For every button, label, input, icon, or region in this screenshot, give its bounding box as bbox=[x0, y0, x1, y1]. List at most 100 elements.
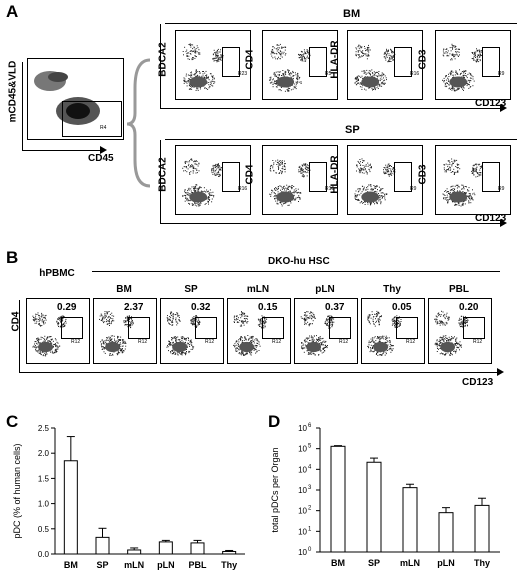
panel-a-bm-plot-2: R16 bbox=[347, 30, 423, 100]
panel-b-plot-0: R12 0.29 bbox=[26, 298, 90, 364]
panel-b-gate-0 bbox=[61, 317, 83, 339]
panel-d-ytick-exp-3: 3 bbox=[308, 485, 312, 491]
panel-b-gate-6 bbox=[463, 317, 485, 339]
panel-b-header-0: hPBMC bbox=[39, 268, 75, 279]
panel-c-ytick-label-1: 0.5 bbox=[38, 525, 50, 534]
panel-d-xtick-label-1: SP bbox=[368, 558, 380, 568]
panel-a-main-xarrow bbox=[100, 146, 107, 154]
panel-a-sp-plot-1: R16 bbox=[262, 145, 338, 215]
panel-a-bm-title-line bbox=[165, 23, 517, 24]
panel-b-pct-4: 0.37 bbox=[325, 302, 345, 313]
panel-c-letter: C bbox=[6, 412, 19, 431]
panel-b-gate-label-5: R12 bbox=[406, 339, 416, 345]
panel-a-bm-ylabel-3: CD3 bbox=[417, 49, 429, 70]
panel-a-sp-gate-label-0: R16 bbox=[238, 186, 248, 192]
panel-a-sp-gate-2 bbox=[394, 162, 412, 192]
panel-a-bm-gate-label-3: R9 bbox=[498, 71, 505, 77]
panel-a-letter: A bbox=[6, 2, 19, 21]
panel-b-plot-1: R12 2.37 bbox=[93, 298, 157, 364]
panel-c-xtick-label-4: PBL bbox=[189, 560, 208, 570]
panel-d-ytick-label-4: 10 bbox=[298, 465, 307, 474]
panel-b-pct-3: 0.15 bbox=[258, 302, 278, 313]
panel-d-bar-3 bbox=[438, 512, 454, 553]
panel-a-bm-plot-0: R23 bbox=[175, 30, 251, 100]
panel-a-bm-ylabel-2: HLA-DR bbox=[329, 40, 341, 79]
panel-a-sp-plot-2: R9 bbox=[347, 145, 423, 215]
panel-b-group-line bbox=[92, 271, 500, 272]
panel-d-bar-0 bbox=[330, 445, 346, 553]
panel-c-ylabel: pDC (% of human cells) bbox=[12, 443, 22, 538]
panel-c-bar-2 bbox=[127, 549, 142, 555]
panel-b-gate-label-4: R12 bbox=[339, 339, 349, 345]
panel-b-pct-2: 0.32 bbox=[191, 302, 211, 313]
panel-b-gate-label-0: R12 bbox=[71, 339, 81, 345]
panel-d-ytick-exp-5: 5 bbox=[308, 444, 312, 450]
panel-d-ytick-label-2: 10 bbox=[298, 507, 307, 516]
panel-c-xtick-label-0: BM bbox=[64, 560, 78, 570]
panel-d-ytick-exp-0: 0 bbox=[308, 547, 312, 553]
panel-a-bm-gate-label-0: R23 bbox=[238, 71, 248, 77]
panel-a-bm-ylabel-1: CD4 bbox=[244, 49, 256, 70]
panel-b-xlabel: CD123 bbox=[462, 377, 494, 388]
panel-a-bm-gate-label-2: R16 bbox=[410, 71, 420, 77]
panel-b-plot-3: R12 0.15 bbox=[227, 298, 291, 364]
panel-c-xtick-label-1: SP bbox=[96, 560, 108, 570]
panel-d-ylabel: total pDCs per Organ bbox=[270, 447, 280, 532]
panel-a-sp-gate-label-2: R9 bbox=[410, 186, 417, 192]
panel-a-main-plot: R4 bbox=[27, 58, 124, 140]
panel-b-gate-2 bbox=[195, 317, 217, 339]
panel-a-main-xlabel: CD45 bbox=[88, 153, 114, 164]
panel-d-bar-4 bbox=[474, 504, 490, 553]
panel-a-bm-xlabel: CD123 bbox=[475, 98, 507, 109]
panel-a-sp-gate-0 bbox=[222, 162, 240, 192]
panel-b-pct-1: 2.37 bbox=[124, 302, 144, 313]
panel-c-bar-4 bbox=[190, 542, 205, 555]
panel-c-bar-1 bbox=[95, 536, 110, 555]
panel-c-ytick-label-2: 1.0 bbox=[38, 500, 50, 509]
panel-a-sp-yaxis bbox=[160, 140, 161, 223]
panel-a-sp-title: SP bbox=[345, 124, 360, 136]
panel-a-brace bbox=[126, 58, 151, 188]
panel-a-sp-xlabel: CD123 bbox=[475, 213, 507, 224]
panel-c-ytick-label-4: 2.0 bbox=[38, 449, 50, 458]
panel-a-bm-gate-0 bbox=[222, 47, 240, 77]
panel-c-bar-3 bbox=[158, 541, 173, 555]
panel-d-xtick-label-0: BM bbox=[331, 558, 345, 568]
panel-a-sp-xaxis bbox=[160, 223, 502, 224]
panel-a-sp-xarrow bbox=[500, 219, 507, 227]
panel-a-sp-ylabel-2: HLA-DR bbox=[329, 155, 341, 194]
panel-b-plot-2: R12 0.32 bbox=[160, 298, 224, 364]
panel-d-xtick-label-2: mLN bbox=[400, 558, 420, 568]
panel-d-xtick-label-3: pLN bbox=[437, 558, 455, 568]
panel-a-sp-gate-label-3: R9 bbox=[498, 186, 505, 192]
panel-a-bm-plot-3: R9 bbox=[435, 30, 511, 100]
panel-b-gate-label-6: R12 bbox=[473, 339, 483, 345]
panel-b-plot-5: R12 0.05 bbox=[361, 298, 425, 364]
panel-c-xtick-label-3: pLN bbox=[157, 560, 175, 570]
panel-b-yaxis bbox=[19, 300, 20, 372]
panel-b-pct-6: 0.20 bbox=[459, 302, 479, 313]
panel-d-ytick-exp-6: 6 bbox=[308, 423, 312, 429]
panel-b-header-2: SP bbox=[184, 284, 198, 295]
panel-b-xarrow bbox=[497, 368, 504, 376]
panel-a-bm-gate-label-1: R5 bbox=[325, 71, 332, 77]
panel-b-pct-0: 0.29 bbox=[57, 302, 77, 313]
panel-b-header-6: PBL bbox=[449, 284, 469, 295]
panel-b-group-label: DKO-hu HSC bbox=[268, 256, 330, 267]
panel-b-gate-1 bbox=[128, 317, 150, 339]
panel-a-bm-gate-1 bbox=[309, 47, 327, 77]
panel-b-gate-label-3: R12 bbox=[272, 339, 282, 345]
panel-b-header-1: BM bbox=[116, 284, 132, 295]
panel-b-header-3: mLN bbox=[246, 284, 270, 295]
panel-b-gate-label-1: R12 bbox=[138, 339, 148, 345]
panel-c-ytick-label-5: 2.5 bbox=[38, 424, 50, 433]
panel-a-bm-xarrow bbox=[500, 104, 507, 112]
panel-b-header-5: Thy bbox=[383, 284, 401, 295]
panel-a-sp-ylabel-1: CD4 bbox=[244, 164, 256, 185]
panel-b-gate-label-2: R12 bbox=[205, 339, 215, 345]
panel-b-letter: B bbox=[6, 248, 19, 267]
panel-a-sp-ylabel-3: CD3 bbox=[417, 164, 429, 185]
panel-d-ytick-label-6: 10 bbox=[298, 424, 307, 433]
panel-d-ytick-label-1: 10 bbox=[298, 527, 307, 536]
panel-a-sp-gate-label-1: R16 bbox=[325, 186, 335, 192]
